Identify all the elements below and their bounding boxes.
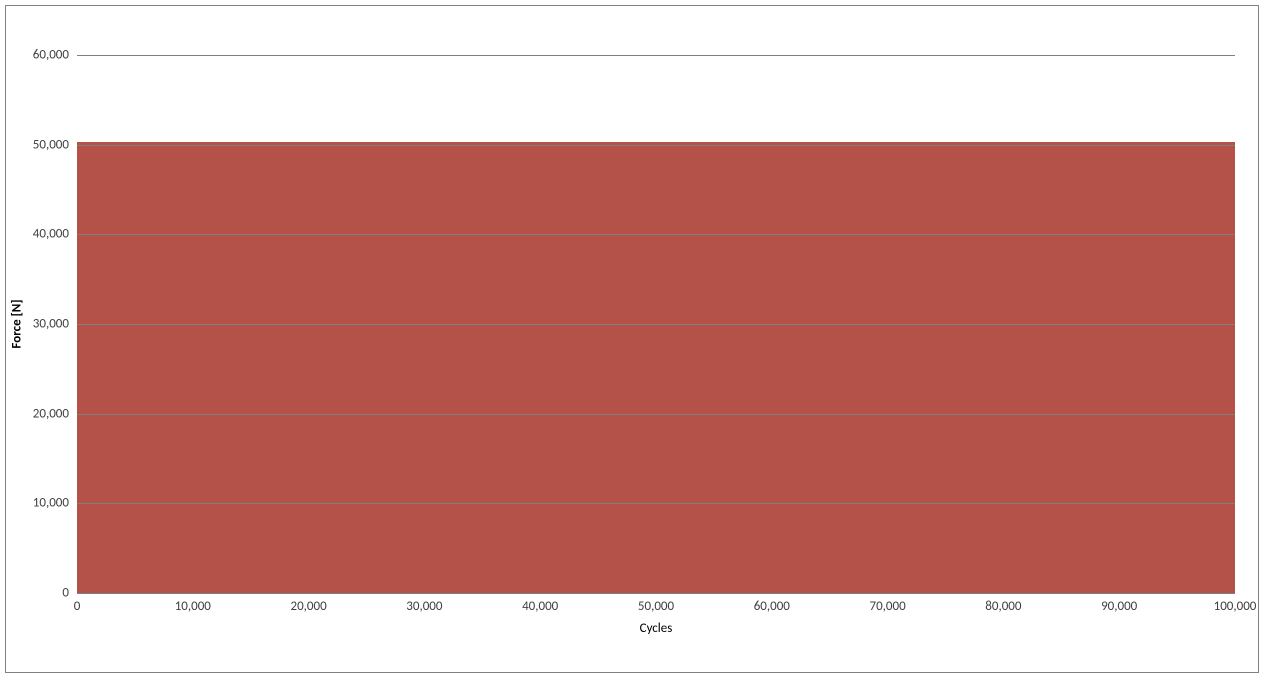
x-tick-label: 90,000 [1101,599,1137,614]
area-series [77,142,1235,593]
x-tick-label: 20,000 [290,599,326,614]
x-tick-label: 40,000 [522,599,558,614]
x-tick-label: 100,000 [1214,599,1257,614]
y-tick-label: 30,000 [17,317,69,332]
plot-area [77,55,1235,593]
y-tick-label: 60,000 [17,48,69,63]
x-tick-label: 60,000 [754,599,790,614]
gridline [77,324,1235,325]
y-tick-label: 20,000 [17,406,69,421]
y-tick-label: 0 [17,586,69,601]
x-axis-title: Cycles [640,621,673,636]
gridline [77,145,1235,146]
gridline [77,593,1235,594]
x-tick-label: 10,000 [175,599,211,614]
x-tick-label: 0 [74,599,81,614]
x-tick-label: 30,000 [406,599,442,614]
gridline [77,55,1235,56]
x-tick-label: 80,000 [985,599,1021,614]
y-tick-label: 50,000 [17,137,69,152]
gridline [77,503,1235,504]
gridline [77,234,1235,235]
gridline [77,414,1235,415]
y-axis-title: Force [N] [10,299,25,348]
x-tick-label: 70,000 [869,599,905,614]
y-tick-label: 40,000 [17,227,69,242]
y-tick-label: 10,000 [17,496,69,511]
x-tick-label: 50,000 [638,599,674,614]
